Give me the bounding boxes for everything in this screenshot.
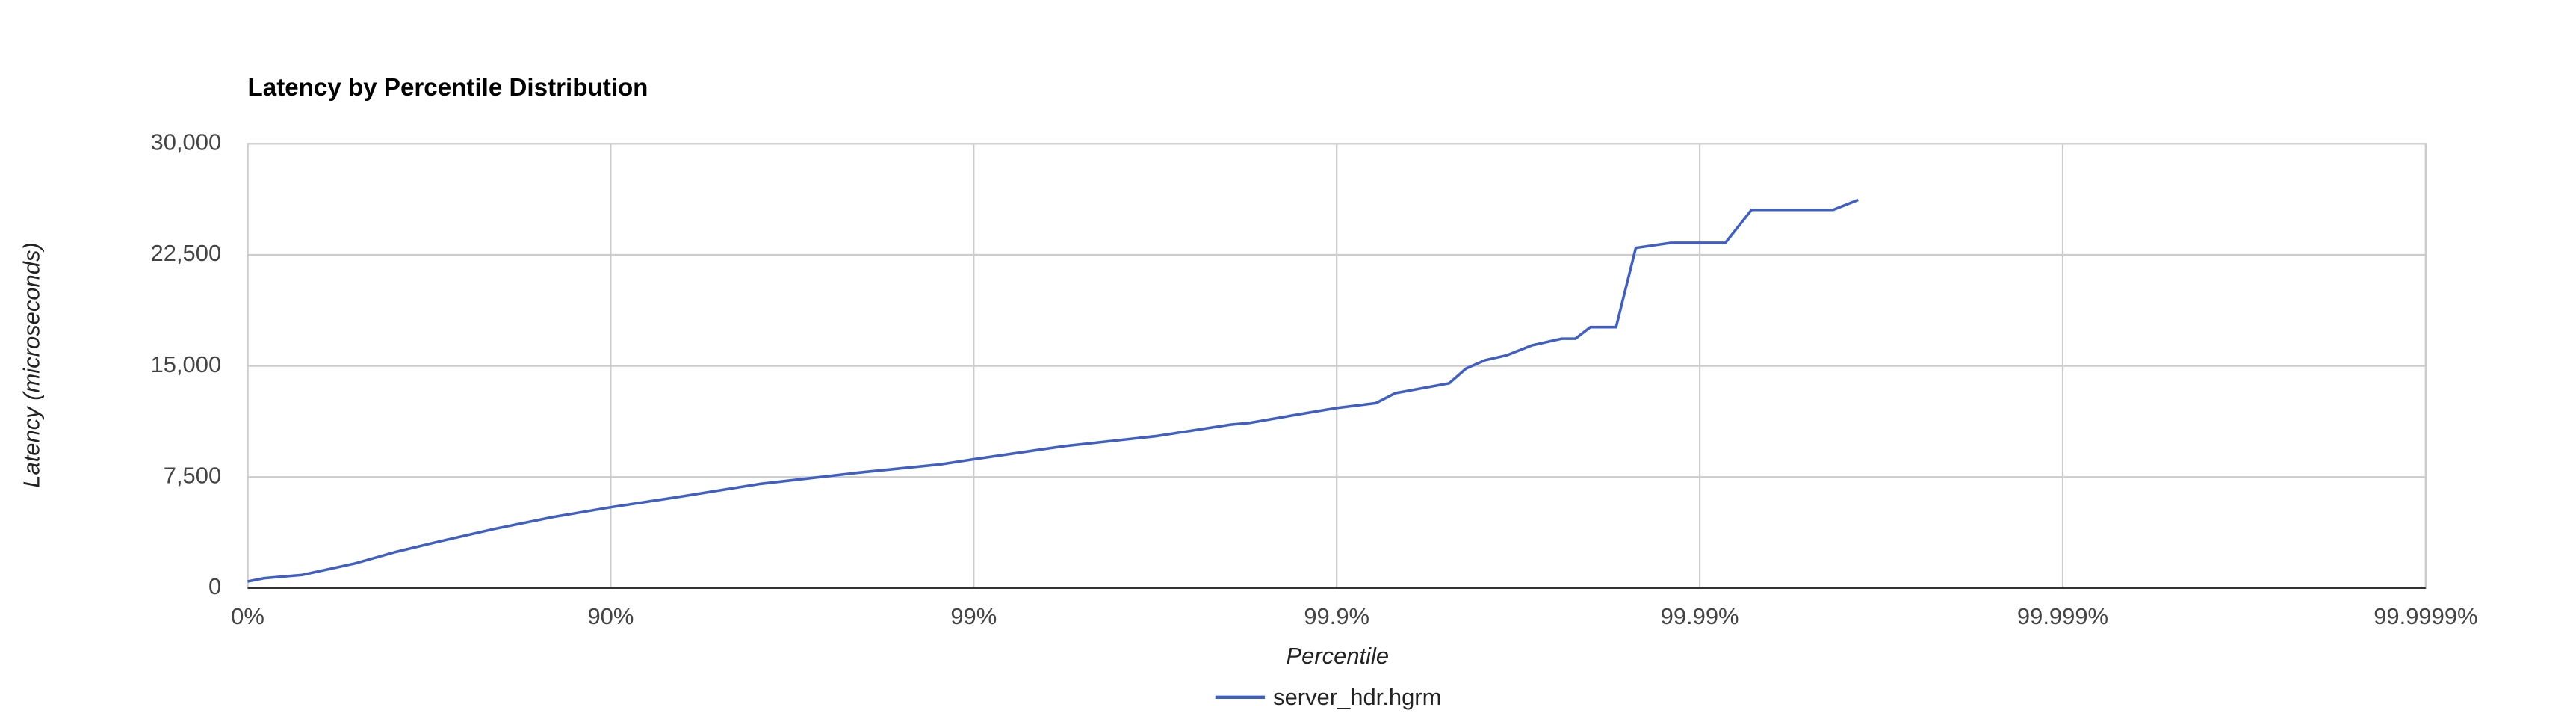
y-tick-label: 0 xyxy=(208,573,221,599)
x-tick-label: 99.99% xyxy=(1661,603,1739,629)
y-tick-label: 15,000 xyxy=(151,351,222,377)
x-tick-label: 99.9999% xyxy=(2374,603,2477,629)
y-tick-label: 7,500 xyxy=(164,462,221,488)
x-tick-label: 99% xyxy=(950,603,997,629)
data-line xyxy=(247,198,1859,583)
x-axis-label: Percentile xyxy=(1287,643,1390,669)
x-tick-label: 99.999% xyxy=(2017,603,2108,629)
y-tick-label: 30,000 xyxy=(151,129,222,155)
x-tick-label: 99.9% xyxy=(1304,603,1369,629)
y-tick-label: 22,500 xyxy=(151,240,222,266)
legend-label: server_hdr.hgrm xyxy=(1273,684,1441,710)
y-axis-label: Latency (microseconds) xyxy=(18,242,44,487)
x-tick-label: 90% xyxy=(587,603,634,629)
x-tick-label: 0% xyxy=(231,603,264,629)
chart-title: Latency by Percentile Distribution xyxy=(248,74,648,102)
